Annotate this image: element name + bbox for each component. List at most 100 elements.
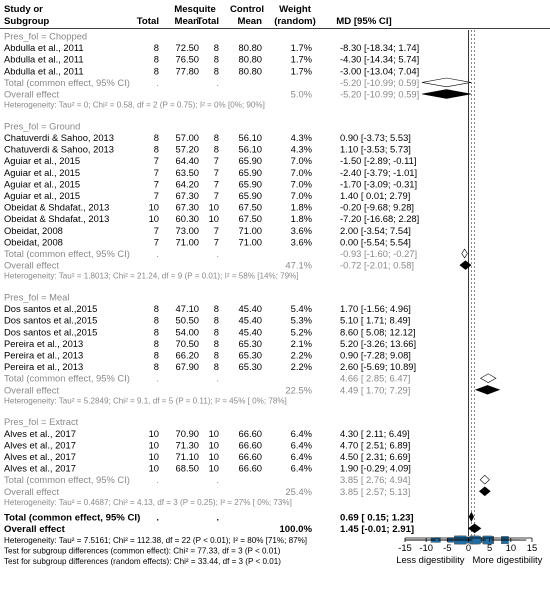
- study-label: Alves et al., 2017: [4, 439, 76, 450]
- exp-total: 8: [154, 350, 159, 361]
- weight-value: 5.2%: [291, 326, 312, 337]
- weight-value: 6.4%: [291, 439, 312, 450]
- ctrl-total: 8: [214, 338, 219, 349]
- summary-ctrl-total: .: [216, 474, 219, 485]
- md-ci-value: -3.00 [-13.04; 7.04]: [340, 65, 419, 76]
- exp-mean: 64.40: [176, 155, 199, 166]
- exp-total: 8: [154, 338, 159, 349]
- subgroup-title: Pres_fol = Chopped: [4, 31, 87, 42]
- md-ci-value: -1.50 [-2.89; -0.11]: [340, 155, 416, 166]
- weight-value: 3.6%: [291, 225, 312, 236]
- exp-mean: 71.00: [176, 236, 199, 247]
- subgroup-title: Pres_fol = Meal: [4, 292, 69, 303]
- header-control-group: Control: [230, 4, 264, 15]
- study-square: [472, 535, 481, 545]
- exp-total: 8: [154, 132, 159, 143]
- study-label: Obeidat & Shdafat., 2013: [4, 213, 109, 224]
- study-label: Aguiar et al., 2015: [4, 167, 80, 178]
- ctrl-mean: 80.80: [239, 42, 262, 53]
- summary-exp-total: .: [156, 512, 159, 523]
- md-ci-value: 5.20 [-3.26; 13.66]: [340, 338, 416, 349]
- summary-ctrl-total: .: [216, 248, 219, 259]
- study-label: Alves et al., 2017: [4, 451, 76, 462]
- axis-tick-label: 0: [466, 542, 471, 553]
- md-ci-value: 8.60 [ 5.08; 12.12]: [340, 326, 416, 337]
- weight-value: 2.1%: [291, 338, 312, 349]
- subgroup-difference-test: Test for subgroup differences (common ef…: [4, 547, 281, 556]
- common-effect-diamond: [479, 474, 490, 485]
- ctrl-mean: 66.60: [239, 439, 262, 450]
- ctrl-total: 10: [209, 439, 219, 450]
- summary-common-md: 0.69 [ 0.15; 1.23]: [340, 512, 414, 523]
- exp-total: 8: [154, 303, 159, 314]
- ctrl-total: 7: [214, 190, 219, 201]
- exp-mean: 70.50: [176, 338, 199, 349]
- ctrl-total: 8: [214, 326, 219, 337]
- ctrl-mean: 56.10: [239, 132, 262, 143]
- exp-total: 10: [149, 213, 159, 224]
- ctrl-total: 8: [214, 315, 219, 326]
- study-label: Dos santos et al.,2015: [4, 315, 97, 326]
- weight-value: 4.3%: [291, 144, 312, 155]
- ctrl-mean: 71.00: [239, 236, 262, 247]
- summary-common-label: Total (common effect, 95% CI): [4, 512, 140, 523]
- weight-value: 1.7%: [291, 54, 312, 65]
- exp-total: 7: [154, 236, 159, 247]
- header-weight: Weight: [279, 4, 312, 15]
- study-label: Pereira et al., 2013: [4, 361, 83, 372]
- study-label: Pereira et al., 2013: [4, 350, 83, 361]
- summary-weight: 5.0%: [291, 89, 312, 100]
- weight-value: 5.3%: [291, 315, 312, 326]
- ctrl-total: 10: [209, 451, 219, 462]
- exp-mean: 72.50: [176, 42, 199, 53]
- axis-tick-label: -5: [443, 542, 451, 553]
- md-ci-value: -2.40 [-3.79; -1.01]: [340, 167, 417, 178]
- summary-random-md: -5.20 [-10.99; 0.59]: [340, 89, 419, 100]
- common-effect-diamond: [461, 248, 468, 259]
- study-label: Aguiar et al., 2015: [4, 155, 80, 166]
- summary-exp-total: .: [156, 248, 159, 259]
- exp-mean: 66.20: [176, 350, 199, 361]
- weight-value: 2.2%: [291, 361, 312, 372]
- forest-rows: Pres_fol = Chopped Abdulla et al., 2011 8 7…: [4, 30, 527, 545]
- random-effect-diamond: [421, 89, 472, 99]
- exp-mean: 70.90: [176, 428, 199, 439]
- exp-mean: 67.30: [176, 202, 199, 213]
- random-effect-diamond: [478, 486, 491, 497]
- summary-weight: 25.4%: [285, 486, 312, 497]
- md-ci-value: -4.30 [-14.34; 5.74]: [340, 54, 419, 65]
- exp-mean: 60.30: [176, 213, 199, 224]
- summary-weight: 22.5%: [285, 384, 312, 395]
- common-effect-diamond: [421, 77, 472, 88]
- random-effect-diamond: [467, 523, 482, 534]
- ctrl-total: 10: [209, 213, 219, 224]
- summary-exp-total: .: [156, 474, 159, 485]
- ctrl-mean: 65.90: [239, 167, 262, 178]
- exp-mean: 54.00: [176, 326, 199, 337]
- md-ci-value: 4.50 [ 2.31; 6.69]: [340, 451, 410, 462]
- axis-tick-label: 5: [487, 542, 492, 553]
- weight-value: 6.4%: [291, 463, 312, 474]
- weight-value: 7.0%: [291, 190, 312, 201]
- header-ctrl-total: Total: [197, 16, 219, 27]
- study-label: Alves et al., 2017: [4, 428, 76, 439]
- axis-tick-label: 15: [527, 542, 537, 553]
- ctrl-mean: 71.00: [239, 225, 262, 236]
- subgroup-heterogeneity: Heterogeneity: Tau² = 0.4687; Chi² = 4.1…: [4, 498, 292, 507]
- ctrl-mean: 65.90: [239, 155, 262, 166]
- study-label: Chatuverdi & Sahoo, 2013: [4, 132, 114, 143]
- exp-total: 7: [154, 178, 159, 189]
- exp-mean: 76.50: [176, 54, 199, 65]
- ctrl-mean: 66.60: [239, 428, 262, 439]
- subgroup-title: Pres_fol = Extract: [4, 416, 79, 427]
- ctrl-mean: 65.30: [239, 350, 262, 361]
- study-label: Abdulla et al., 2011: [4, 54, 84, 65]
- header-study-line1: Study or: [4, 4, 43, 15]
- exp-mean: 71.30: [176, 439, 199, 450]
- summary-common-md: 3.85 [ 2.76; 4.94]: [340, 474, 410, 485]
- exp-total: 7: [154, 167, 159, 178]
- weight-value: 1.7%: [291, 65, 312, 76]
- subgroup-difference-test: Test for subgroup differences (random ef…: [4, 557, 281, 566]
- axis-tick-label: -10: [419, 542, 433, 553]
- summary-random-label: Overall effect: [4, 89, 59, 100]
